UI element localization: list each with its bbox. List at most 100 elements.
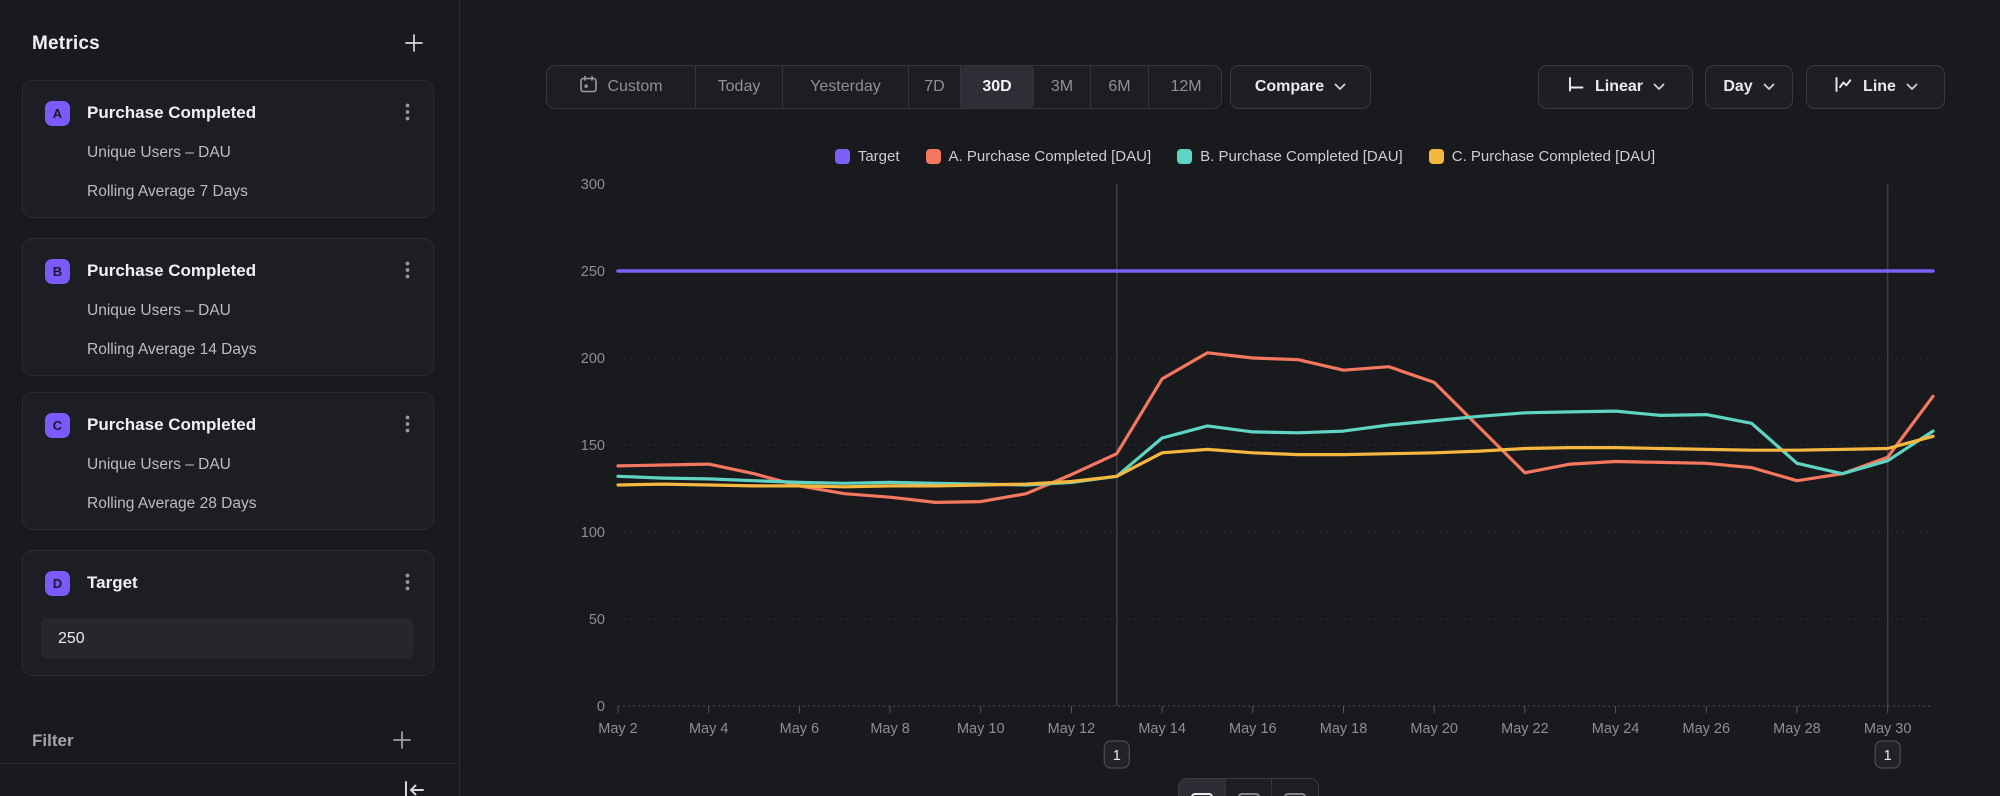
kebab-menu-button[interactable] [395,99,419,127]
metric-detail: Rolling Average 14 Days [87,341,256,359]
metric-detail: Rolling Average 28 Days [87,495,256,513]
legend-item[interactable]: B. Purchase Completed [DAU] [1177,148,1403,165]
series-line-a[interactable] [618,353,1933,503]
metric-chip: A [45,101,70,126]
range-label: 7D [924,78,944,96]
chevron-down-icon [1906,78,1918,96]
legend-label: A. Purchase Completed [DAU] [949,148,1152,165]
range-6m[interactable]: 6M [1091,66,1149,108]
kebab-menu-button[interactable] [395,411,419,439]
range-label: Today [718,78,761,96]
interval-select-button[interactable]: Day [1705,65,1793,109]
kebab-icon [405,260,410,283]
metric-chip: D [45,571,70,596]
y-axis-label: 200 [581,351,605,367]
scale-label: Linear [1595,78,1643,96]
x-axis-label: May 2 [598,721,638,737]
legend-swatch [1429,149,1444,164]
kebab-icon [405,414,410,437]
series-line-c[interactable] [618,436,1933,487]
metric-subtitle: Unique Users – DAU [87,302,231,320]
add-metric-button[interactable] [401,30,427,59]
axis-icon [1566,76,1585,98]
x-axis-label: May 6 [780,721,820,737]
metric-card-a[interactable]: APurchase CompletedUnique Users – DAURol… [22,80,434,218]
metric-card-d[interactable]: D Target [22,550,434,676]
target-value-input[interactable] [41,618,414,659]
legend-swatch [835,149,850,164]
metric-title: Purchase Completed [87,415,256,435]
kebab-icon [405,572,410,595]
y-axis-label: 150 [581,438,605,454]
range-label: Yesterday [810,78,881,96]
x-axis-label: May 30 [1864,721,1912,737]
y-axis-label: 300 [581,177,605,193]
metric-card-c[interactable]: CPurchase CompletedUnique Users – DAURol… [22,392,434,530]
interval-label: Day [1723,78,1752,96]
layout-option-chart-table-view-icon[interactable] [1226,779,1273,796]
plus-icon [391,729,413,754]
y-axis-label: 0 [597,699,605,715]
series-line-b[interactable] [618,411,1933,485]
y-axis-label: 100 [581,525,605,541]
sidebar: Metrics APurchase CompletedUnique Users … [0,0,460,796]
kebab-icon [405,102,410,125]
legend-label: C. Purchase Completed [DAU] [1452,148,1655,165]
y-axis-label: 250 [581,264,605,280]
range-yesterday[interactable]: Yesterday [783,66,909,108]
chevron-down-icon [1653,78,1665,96]
range-30d[interactable]: 30D [961,66,1034,108]
range-3m[interactable]: 3M [1034,66,1091,108]
filter-title: Filter [32,731,74,751]
legend-item[interactable]: A. Purchase Completed [DAU] [926,148,1152,165]
x-axis-label: May 28 [1773,721,1821,737]
chart-type-label: Line [1863,78,1896,96]
x-axis-label: May 16 [1229,721,1277,737]
x-axis-label: May 14 [1138,721,1186,737]
range-12m[interactable]: 12M [1149,66,1222,108]
legend-item[interactable]: Target [835,148,900,165]
chevron-down-icon [1763,78,1775,96]
metric-title: Purchase Completed [87,261,256,281]
plus-icon [403,32,425,57]
range-custom[interactable]: Custom [547,66,696,108]
x-axis-label: May 24 [1592,721,1640,737]
x-axis-label: May 20 [1410,721,1458,737]
annotation-badge-label: 1 [1884,748,1892,764]
layout-option-chart-view-icon[interactable] [1179,779,1226,796]
legend-item[interactable]: C. Purchase Completed [DAU] [1429,148,1655,165]
compare-button[interactable]: Compare [1230,65,1371,109]
layout-switcher [1178,778,1319,796]
x-axis-label: May 10 [957,721,1005,737]
kebab-menu-button[interactable] [395,569,419,597]
collapse-sidebar-button[interactable] [401,779,427,796]
kebab-menu-button[interactable] [395,257,419,285]
range-label: 12M [1170,78,1201,96]
legend-swatch [1177,149,1192,164]
chart-type-select-button[interactable]: Line [1806,65,1945,109]
x-axis-label: May 12 [1048,721,1096,737]
metric-title: Target [87,573,138,593]
sidebar-header: Metrics [32,30,427,58]
chart-legend: Target A. Purchase Completed [DAU] B. Purc… [540,145,1950,167]
x-axis-label: May 22 [1501,721,1549,737]
legend-swatch [926,149,941,164]
scale-select-button[interactable]: Linear [1538,65,1693,109]
add-filter-button[interactable] [389,727,415,756]
line-chart: 050100150200250300May 2May 4May 6May 8Ma… [540,170,1950,796]
range-label: 30D [982,78,1011,96]
range-7d[interactable]: 7D [909,66,961,108]
x-axis-label: May 8 [870,721,910,737]
range-today[interactable]: Today [696,66,783,108]
chevron-down-icon [1334,78,1346,96]
metric-detail: Rolling Average 7 Days [87,183,248,201]
metric-card-b[interactable]: BPurchase CompletedUnique Users – DAURol… [22,238,434,376]
metric-subtitle: Unique Users – DAU [87,144,231,162]
legend-label: B. Purchase Completed [DAU] [1200,148,1403,165]
range-label: Custom [607,78,662,96]
sidebar-divider [0,763,459,764]
y-axis-label: 50 [589,612,605,628]
metric-subtitle: Unique Users – DAU [87,456,231,474]
layout-option-table-view-icon[interactable] [1272,779,1318,796]
compare-label: Compare [1255,78,1324,96]
